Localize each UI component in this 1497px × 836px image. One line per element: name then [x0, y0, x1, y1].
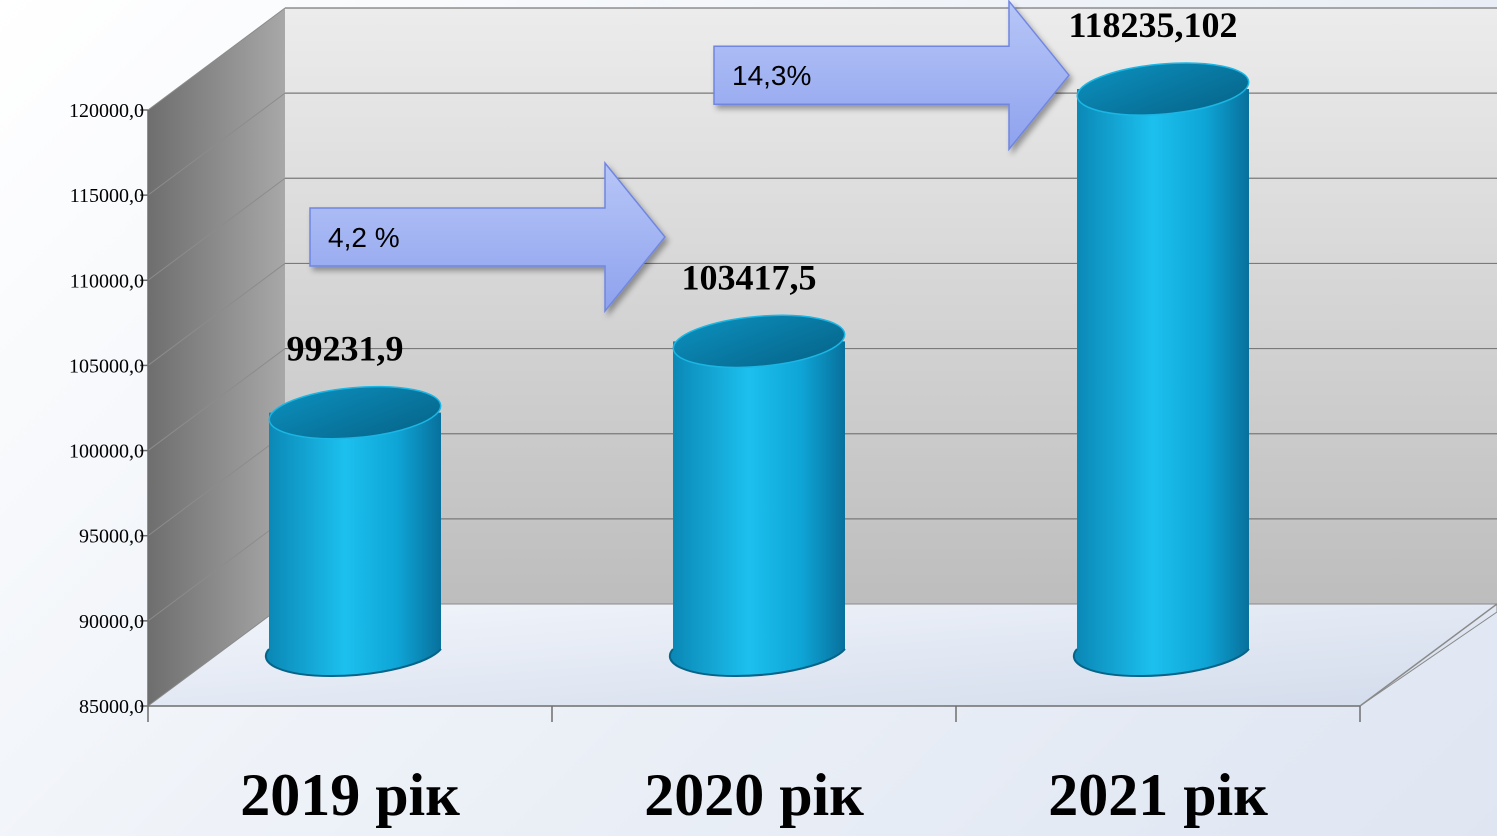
- gridline-side: [147, 263, 286, 366]
- arrow-shape: [309, 160, 666, 314]
- growth-arrows: 4,2 % 14,3%: [309, 0, 1070, 314]
- data-label: 99231,9: [287, 329, 404, 369]
- bar-body: [1073, 89, 1249, 677]
- y-tick-label: 85000,0: [79, 696, 144, 718]
- data-label: 118235,102: [1068, 5, 1237, 45]
- bar-base-rim: [264, 648, 442, 678]
- y-tick-label: 115000,0: [70, 185, 144, 207]
- growth-arrow: 4,2 %: [309, 160, 666, 314]
- y-tick-label: 100000,0: [69, 441, 144, 463]
- x-axis: [147, 603, 1497, 722]
- gridline-side: [147, 7, 286, 111]
- x-category-label: 2020 рік: [644, 762, 864, 828]
- y-tick-label: 90000,0: [79, 611, 144, 633]
- y-tick-label: 110000,0: [70, 270, 144, 292]
- gridline-side: [147, 433, 286, 537]
- bar-top: [1076, 62, 1250, 116]
- bar-body: [669, 341, 845, 677]
- bars: [264, 62, 1250, 678]
- bar-base-rim: [668, 648, 846, 678]
- bar: [264, 385, 442, 678]
- bar: [1072, 62, 1250, 678]
- arrow-shape: [713, 0, 1070, 152]
- bar-body: [265, 412, 441, 677]
- gridline-side: [147, 177, 286, 281]
- bar-top: [268, 385, 442, 440]
- x-category-label: 2019 рік: [240, 762, 460, 828]
- growth-arrow: 14,3%: [713, 0, 1070, 152]
- x-category-label: 2021 рік: [1048, 762, 1268, 828]
- y-tick-label: 120000,0: [69, 100, 144, 122]
- gridline-side: [147, 348, 286, 451]
- growth-label: 4,2 %: [328, 222, 400, 253]
- bar: [668, 314, 846, 678]
- x-axis-right-edge: [1359, 603, 1497, 707]
- bar-top: [672, 314, 846, 369]
- bar-base-rim: [1072, 648, 1250, 678]
- y-tick-label: 105000,0: [69, 355, 144, 377]
- gridline-side: [147, 92, 286, 196]
- category-labels: 2019 рік 2020 рік 2021 рік: [240, 762, 1268, 828]
- data-labels: 99231,9 103417,5 118235,102: [287, 5, 1238, 369]
- gridline-side: [147, 518, 286, 622]
- y-tick-label: 95000,0: [79, 526, 144, 548]
- side-wall: [148, 8, 285, 706]
- y-axis: 85000,0 90000,0 95000,0 100000,0 105000,0 110…: [69, 100, 149, 718]
- growth-label: 14,3%: [732, 60, 811, 91]
- data-label: 103417,5: [682, 257, 817, 297]
